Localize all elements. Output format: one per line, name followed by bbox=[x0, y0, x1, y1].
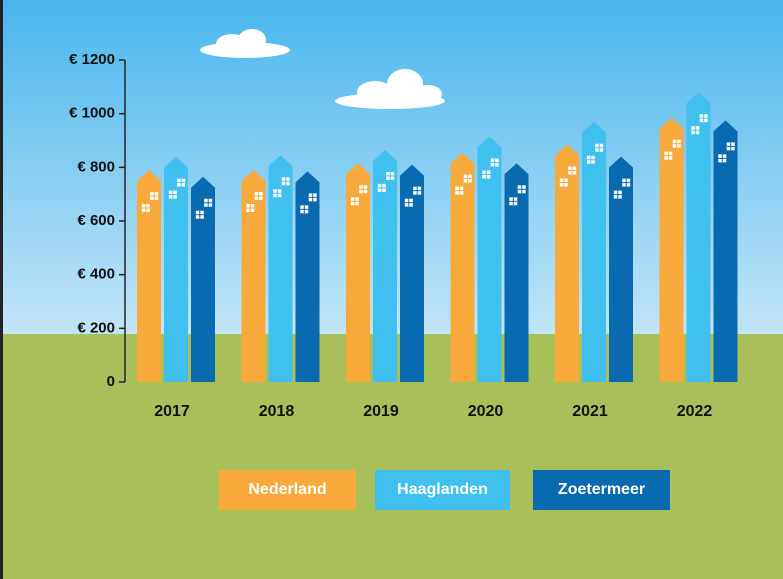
x-tick-label: 2017 bbox=[154, 403, 190, 420]
x-tick-label: 2020 bbox=[468, 403, 504, 420]
y-tick-label: € 1200 bbox=[69, 51, 115, 68]
legend-label: Nederland bbox=[248, 481, 326, 498]
x-tick-label: 2021 bbox=[572, 403, 608, 420]
bar bbox=[242, 170, 266, 382]
y-tick-label: € 600 bbox=[77, 212, 115, 229]
bar bbox=[346, 163, 370, 382]
y-tick-label: € 400 bbox=[77, 266, 115, 283]
bar bbox=[609, 157, 633, 382]
x-tick-label: 2022 bbox=[677, 403, 713, 420]
bar bbox=[296, 171, 320, 382]
bar bbox=[400, 165, 424, 382]
bar bbox=[137, 170, 161, 382]
bar bbox=[164, 157, 188, 382]
bar bbox=[191, 177, 215, 382]
y-tick-label: € 800 bbox=[77, 158, 115, 175]
legend-label: Haaglanden bbox=[397, 481, 488, 498]
x-tick-label: 2018 bbox=[259, 403, 295, 420]
legend-label: Zoetermeer bbox=[558, 481, 645, 498]
bar bbox=[687, 92, 711, 382]
y-tick-label: 0 bbox=[107, 373, 115, 390]
chart: 0 € 200 € 400 € 600 € 800 € 1000 € 1200 2017 201… bbox=[0, 0, 783, 579]
x-tick-label: 2019 bbox=[363, 403, 399, 420]
bar bbox=[505, 163, 529, 382]
y-tick-label: € 200 bbox=[77, 319, 115, 336]
y-tick-label: € 1000 bbox=[69, 105, 115, 122]
